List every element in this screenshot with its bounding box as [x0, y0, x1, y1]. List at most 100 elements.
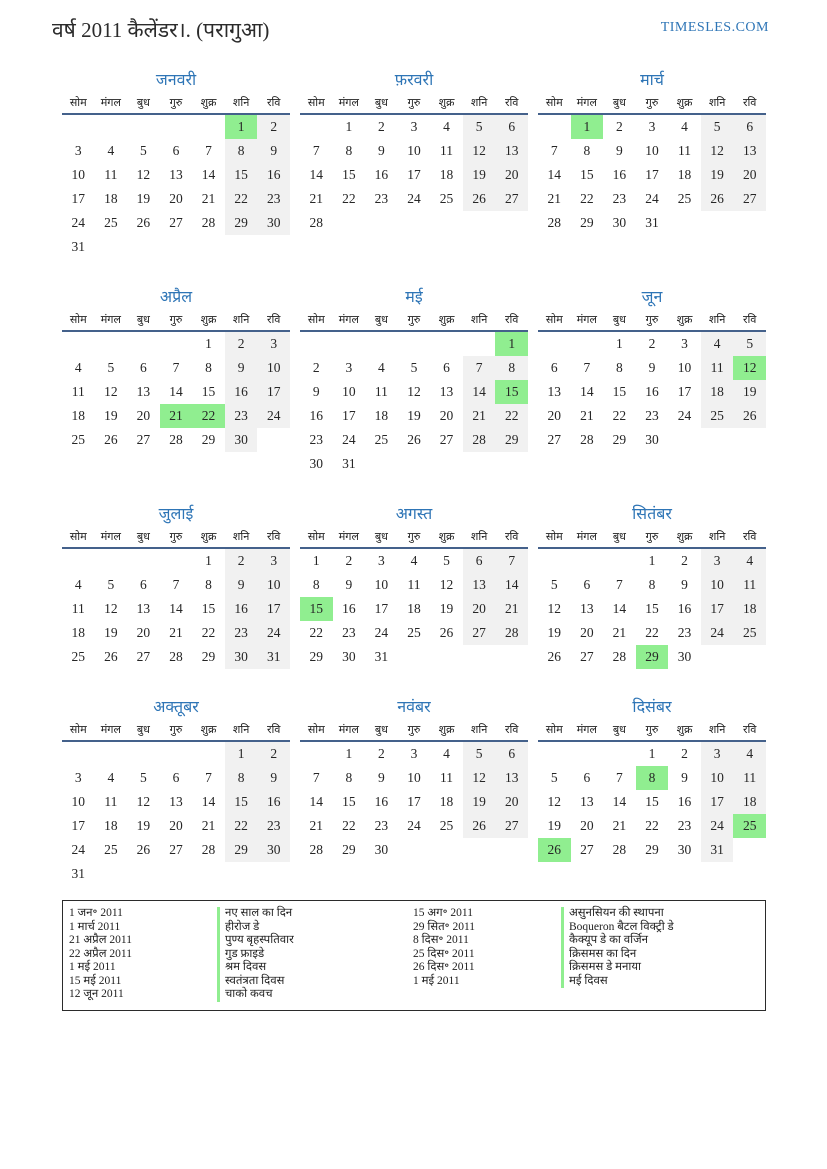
day-cell	[127, 548, 160, 573]
day-cell: 9	[224, 573, 258, 597]
weekday-header: गुरु	[407, 97, 421, 109]
day-cell: 16	[677, 601, 692, 616]
day-cell	[495, 838, 528, 862]
legend-holiday-name: क्रिसमस डे मनाया	[561, 961, 641, 975]
week-row: 28	[300, 211, 528, 235]
day-cell: 6	[550, 360, 558, 375]
day-cell: 17	[374, 601, 389, 616]
month-calendar: अगस्त सोम मंगल बुध गुरु शुक्र शनि रवि 1 2 3 4 5 6 7 8 9 1…	[300, 502, 528, 669]
day-cell: 13	[462, 573, 496, 597]
month-calendar: सितंबर सोम मंगल बुध गुरु शुक्र शनि रवि 1 2 3 4 5 6 7 8 9…	[538, 502, 766, 669]
day-cell: 25	[407, 625, 421, 640]
legend-date: 29 सित॰ 2011	[413, 920, 476, 933]
weekday-header: बुध	[374, 97, 388, 109]
legend-date: 25 दिस॰ 2011	[413, 947, 475, 960]
day-cell: 28	[169, 432, 183, 447]
day-cell: 24	[407, 818, 421, 833]
weekday-header: शुक्र	[200, 531, 217, 543]
day-cell: 28	[547, 215, 562, 230]
day-cell: 27	[136, 649, 151, 664]
day-cell	[62, 548, 95, 573]
day-cell: 17	[71, 818, 86, 833]
month-title: अगस्त	[395, 506, 433, 523]
day-cell: 14	[201, 167, 216, 182]
weekday-header-row: सोम मंगल बुध गुरु शुक्र शनि रवि	[62, 312, 290, 331]
day-cell: 19	[462, 790, 496, 814]
weekday-header: बुध	[374, 531, 388, 543]
day-cell: 20	[495, 790, 528, 814]
weekday-header: सोम	[69, 97, 87, 109]
day-cell: 26	[547, 649, 562, 664]
weekday-header: गुरु	[169, 314, 183, 326]
day-cell: 29	[612, 432, 627, 447]
day-cell: 3	[700, 741, 734, 766]
day-cell: 14	[580, 384, 594, 399]
day-cell: 6	[583, 770, 591, 785]
weekday-header-row: सोम मंगल बुध गुरु शुक्र शनि रवि	[538, 312, 766, 331]
weekday-header: बुध	[136, 314, 150, 326]
day-cell	[333, 211, 366, 235]
day-cell: 11	[440, 770, 454, 785]
day-cell: 2	[681, 553, 688, 568]
day-cell	[192, 862, 225, 886]
day-cell: 17	[677, 384, 692, 399]
day-cell: 23	[224, 404, 258, 428]
day-cell: 14	[547, 167, 562, 182]
day-cell: 9	[312, 384, 320, 399]
legend-date: 12 जून 2011	[69, 988, 124, 1000]
day-cell: 30	[224, 428, 258, 452]
day-cell: 26	[104, 649, 118, 664]
day-cell: 5	[550, 770, 558, 785]
day-cell: 7	[462, 356, 496, 380]
site-link[interactable]: TIMESLES.COM	[660, 20, 769, 35]
day-cell: 10	[257, 356, 290, 380]
day-cell: 1	[312, 553, 320, 568]
weekday-header: गुरु	[645, 314, 659, 326]
weekday-header: मंगल	[576, 724, 597, 736]
day-cell: 24	[677, 408, 692, 423]
day-cell: 25	[374, 432, 389, 447]
day-cell	[398, 838, 431, 862]
day-cell: 15	[342, 794, 356, 809]
day-cell: 27	[733, 187, 766, 211]
day-cell	[127, 331, 160, 356]
legend-date: 1 मई 2011	[69, 961, 116, 973]
day-cell: 20	[136, 408, 151, 423]
day-cell	[495, 645, 528, 669]
day-cell: 28	[309, 842, 324, 857]
day-cell: 4	[378, 360, 385, 375]
weekday-header: शुक्र	[438, 97, 455, 109]
weekday-header: बुध	[612, 724, 626, 736]
legend-holiday-name: हीरोज डे	[217, 920, 259, 934]
weekday-header: गुरु	[169, 724, 183, 736]
legend-holiday-name: Boqueron बैटल विक्ट्री डे	[561, 920, 674, 934]
weekday-header: रवि	[266, 724, 281, 736]
day-cell	[300, 741, 333, 766]
day-cell: 4	[733, 548, 766, 573]
day-cell: 9	[257, 139, 290, 163]
day-cell: 9	[681, 770, 688, 785]
month-title: जनवरी	[155, 72, 197, 89]
day-cell: 16	[374, 167, 389, 182]
weekday-header-row: सोम मंगल बुध गुरु शुक्र शनि रवि	[300, 529, 528, 548]
day-cell: 23	[257, 187, 290, 211]
weekday-header: मंगल	[100, 314, 121, 326]
day-cell: 8	[312, 577, 320, 592]
day-cell: 10	[645, 143, 659, 158]
day-cell: 10	[71, 794, 86, 809]
day-cell: 27	[462, 621, 496, 645]
day-cell: 29	[201, 649, 216, 664]
day-cell	[430, 838, 463, 862]
day-cell: 6	[140, 577, 147, 592]
day-cell: 26	[538, 838, 571, 862]
day-cell	[95, 331, 128, 356]
day-cell	[160, 235, 193, 259]
day-cell: 1	[345, 746, 353, 761]
month-calendar: नवंबर सोम मंगल बुध गुरु शुक्र शनि रवि 1 2 3 4 5 6 7 8 9 1…	[300, 695, 528, 862]
day-cell: 29	[580, 215, 594, 230]
month-calendar: मई सोम मंगल बुध गुरु शुक्र शनि रवि 1 2 3 4 5 6 7 8 9 10 11…	[300, 285, 528, 476]
weekday-header-row: सोम मंगल बुध गुरु शुक्र शनि रवि	[300, 95, 528, 114]
day-cell: 28	[495, 621, 528, 645]
